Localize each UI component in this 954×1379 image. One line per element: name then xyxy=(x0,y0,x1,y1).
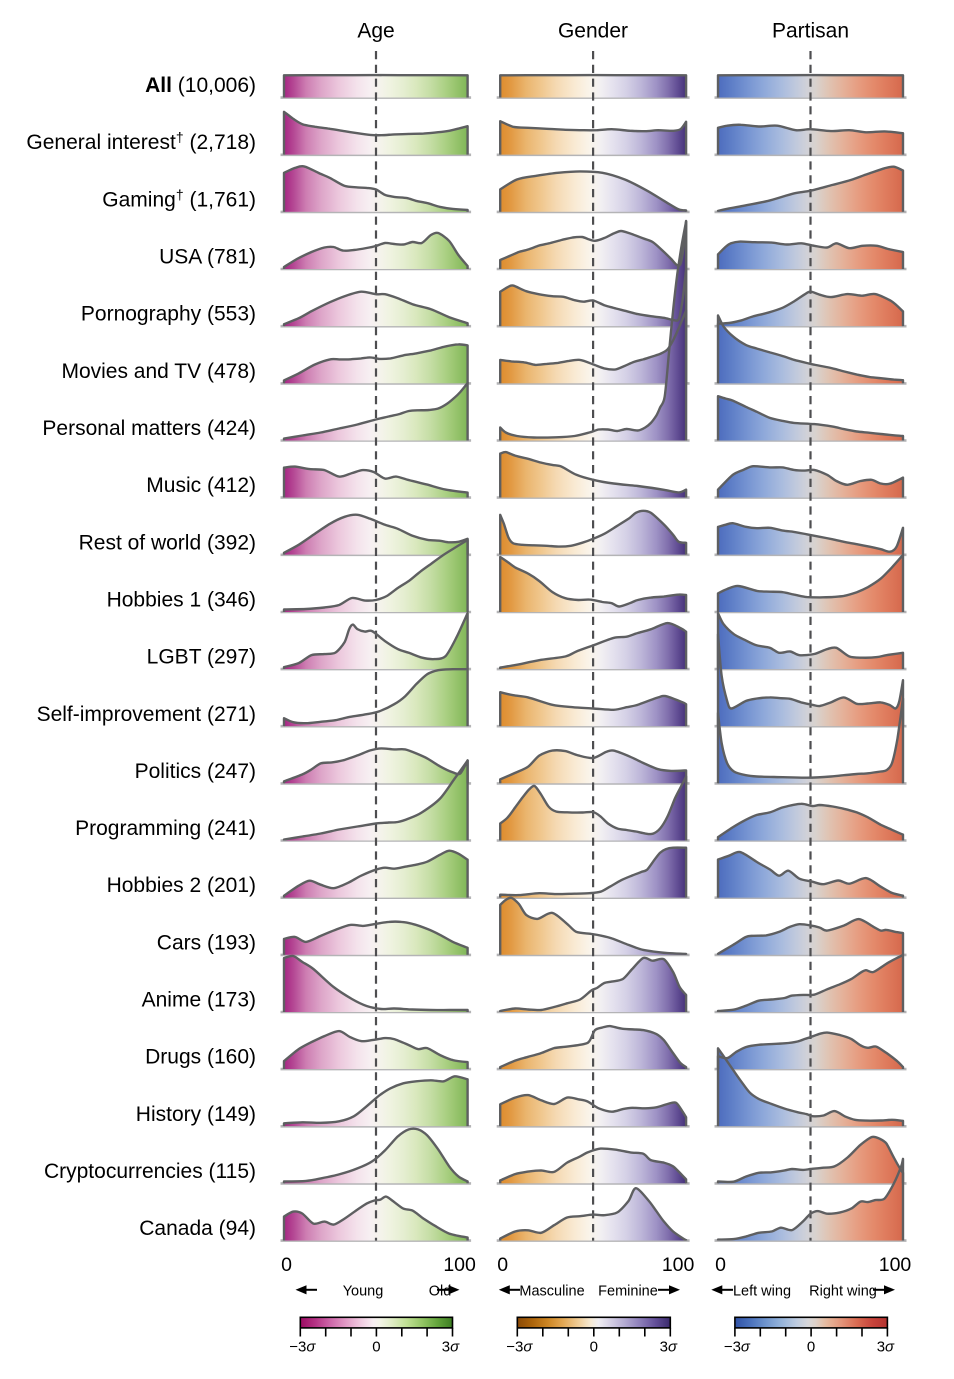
svg-text:Pornography (553): Pornography (553) xyxy=(81,303,256,326)
svg-text:−3σ: −3σ xyxy=(724,1339,751,1356)
svg-text:Feminine: Feminine xyxy=(598,1283,658,1299)
svg-text:3σ: 3σ xyxy=(660,1339,678,1356)
svg-text:0: 0 xyxy=(372,1339,380,1356)
svg-text:Canada (94): Canada (94) xyxy=(139,1217,256,1240)
svg-text:100: 100 xyxy=(443,1254,476,1276)
svg-text:Age: Age xyxy=(357,20,394,43)
svg-text:USA (781): USA (781) xyxy=(159,246,256,269)
svg-text:Right wing: Right wing xyxy=(809,1283,877,1299)
svg-text:All (10,006): All (10,006) xyxy=(145,74,256,97)
svg-text:0: 0 xyxy=(590,1339,598,1356)
svg-text:100: 100 xyxy=(879,1254,912,1276)
svg-text:History (149): History (149) xyxy=(136,1103,256,1126)
svg-text:Hobbies 2 (201): Hobbies 2 (201) xyxy=(107,874,256,897)
svg-text:0: 0 xyxy=(715,1254,726,1276)
svg-text:Left wing: Left wing xyxy=(733,1283,791,1299)
svg-text:Gender: Gender xyxy=(558,20,628,43)
svg-text:Cars (193): Cars (193) xyxy=(157,931,256,954)
svg-text:3σ: 3σ xyxy=(877,1339,895,1356)
svg-text:Self-improvement (271): Self-improvement (271) xyxy=(37,703,256,726)
svg-text:0: 0 xyxy=(497,1254,508,1276)
svg-text:Politics (247): Politics (247) xyxy=(135,760,256,783)
svg-text:−3σ: −3σ xyxy=(506,1339,533,1356)
svg-text:−3σ: −3σ xyxy=(289,1339,316,1356)
svg-text:Cryptocurrencies (115): Cryptocurrencies (115) xyxy=(44,1160,256,1183)
svg-text:Hobbies 1 (346): Hobbies 1 (346) xyxy=(107,589,256,612)
svg-text:3σ: 3σ xyxy=(442,1339,460,1356)
svg-text:Old: Old xyxy=(429,1283,452,1299)
svg-text:Drugs (160): Drugs (160) xyxy=(145,1046,256,1069)
svg-text:Young: Young xyxy=(343,1283,384,1299)
svg-text:100: 100 xyxy=(662,1254,695,1276)
svg-text:0: 0 xyxy=(807,1339,815,1356)
svg-text:0: 0 xyxy=(281,1254,292,1276)
svg-text:Music (412): Music (412) xyxy=(146,474,256,497)
svg-text:General interest† (2,718): General interest† (2,718) xyxy=(26,129,256,154)
svg-text:Personal matters (424): Personal matters (424) xyxy=(42,417,256,440)
svg-text:Anime (173): Anime (173) xyxy=(142,989,256,1012)
svg-text:Partisan: Partisan xyxy=(772,20,849,43)
svg-text:Programming (241): Programming (241) xyxy=(75,817,256,840)
svg-text:Rest of world (392): Rest of world (392) xyxy=(79,531,256,554)
svg-text:Masculine: Masculine xyxy=(519,1283,584,1299)
svg-text:Movies and TV (478): Movies and TV (478) xyxy=(61,360,256,383)
svg-text:LGBT (297): LGBT (297) xyxy=(147,646,256,669)
